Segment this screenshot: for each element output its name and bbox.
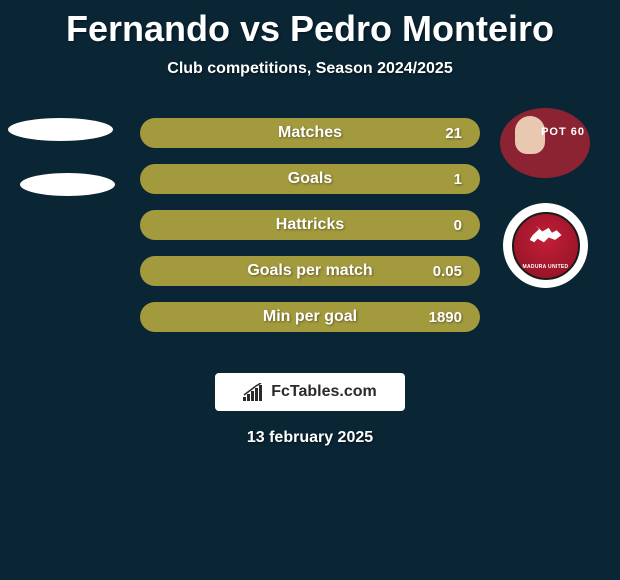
comparison-container: Fernando vs Pedro Monteiro Club competit… xyxy=(0,0,620,447)
left-player-photo-placeholder xyxy=(8,118,113,141)
stats-area: Matches 21 Goals 1 Hattricks 0 Goals per… xyxy=(0,108,620,368)
date-text: 13 february 2025 xyxy=(0,429,620,447)
stat-row-min-per-goal: Min per goal 1890 xyxy=(140,302,480,332)
stat-right-value: 1 xyxy=(422,171,462,188)
stat-row-goals-per-match: Goals per match 0.05 xyxy=(140,256,480,286)
left-player-avatars xyxy=(8,118,115,228)
stat-right-value: 0 xyxy=(422,217,462,234)
brand-name: FcTables.com xyxy=(271,383,377,401)
page-title: Fernando vs Pedro Monteiro xyxy=(0,8,620,50)
stat-label: Hattricks xyxy=(276,216,344,234)
stat-row-matches: Matches 21 xyxy=(140,118,480,148)
stat-label: Goals xyxy=(288,170,332,188)
stat-right-value: 0.05 xyxy=(422,263,462,280)
footer-area: FcTables.com 13 february 2025 xyxy=(0,373,620,447)
page-subtitle: Club competitions, Season 2024/2025 xyxy=(0,60,620,78)
stat-label: Matches xyxy=(278,124,342,142)
stat-label: Min per goal xyxy=(263,308,357,326)
right-player-avatars xyxy=(500,108,590,288)
stat-row-hattricks: Hattricks 0 xyxy=(140,210,480,240)
stat-right-value: 21 xyxy=(422,125,462,142)
brand-box[interactable]: FcTables.com xyxy=(215,373,405,411)
left-club-logo-placeholder xyxy=(20,173,115,196)
stat-row-goals: Goals 1 xyxy=(140,164,480,194)
brand-content: FcTables.com xyxy=(243,383,377,401)
right-club-logo xyxy=(503,203,588,288)
stat-rows: Matches 21 Goals 1 Hattricks 0 Goals per… xyxy=(140,118,480,348)
right-player-photo xyxy=(500,108,590,178)
club-logo-inner xyxy=(512,212,580,280)
chart-icon xyxy=(243,383,265,401)
stat-label: Goals per match xyxy=(247,262,372,280)
stat-right-value: 1890 xyxy=(422,309,462,326)
